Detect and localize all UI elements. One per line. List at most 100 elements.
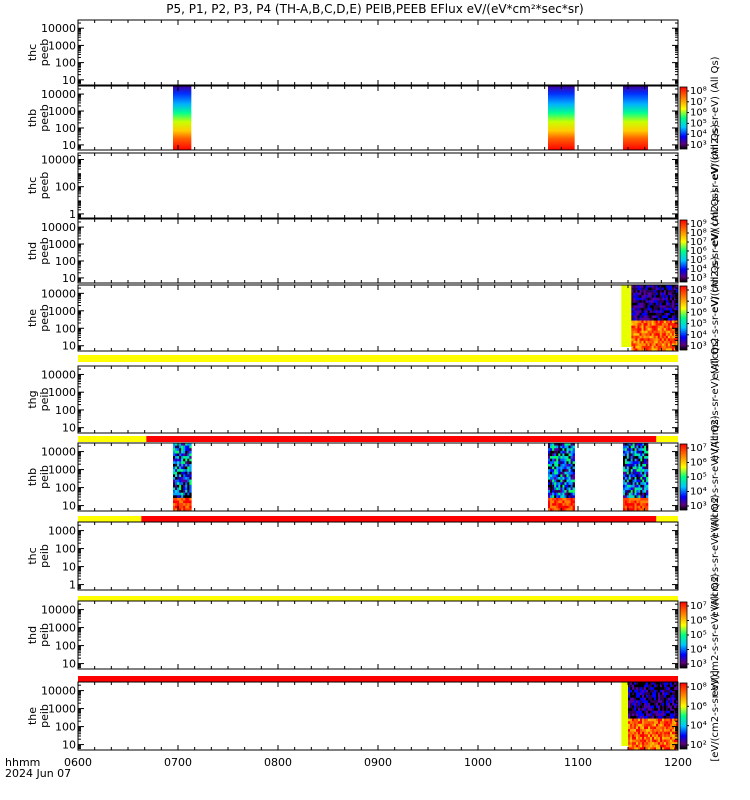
spectrogram-cell xyxy=(564,466,567,470)
spectrogram-cell xyxy=(552,492,555,496)
spectrogram-cell xyxy=(658,731,661,735)
spectrogram-cell xyxy=(656,697,659,701)
spectrogram-cell xyxy=(645,338,648,342)
spectrogram-cell xyxy=(636,742,639,746)
spectrogram-cell xyxy=(643,328,646,331)
y-label-line: peib xyxy=(38,388,51,412)
spectrogram-cell xyxy=(570,450,573,454)
spectrogram-cell xyxy=(651,338,654,342)
spectrogram-cell xyxy=(664,736,667,740)
spectrogram-cell xyxy=(642,702,645,706)
colorbar-label: eV/(cm2-s-sr-eV) (All Qs) xyxy=(710,494,721,617)
spectrogram-cell xyxy=(656,705,659,709)
spectrogram-cell xyxy=(631,292,634,296)
spectrogram-cell xyxy=(655,310,659,314)
smooth-block xyxy=(173,86,192,150)
spectrogram-cell xyxy=(550,487,553,491)
spectrogram-cell xyxy=(676,695,679,698)
spectrogram-cell xyxy=(639,312,642,316)
spectrogram-cell xyxy=(570,456,573,459)
panel-frame xyxy=(77,681,679,751)
spectrogram-cell xyxy=(637,290,640,293)
spectrogram-cell xyxy=(644,474,647,478)
spectrogram-cell xyxy=(179,445,182,449)
spectrogram-cell xyxy=(628,700,631,704)
spectrogram-cell xyxy=(552,497,555,501)
spectrogram-cell xyxy=(662,684,665,688)
spectrogram-cell xyxy=(187,497,190,501)
spectrogram-cell xyxy=(649,348,652,352)
spectrogram-cell xyxy=(656,682,659,685)
spectrogram-cell xyxy=(674,697,677,701)
spectrogram-cell xyxy=(632,692,635,696)
spectrogram-cell xyxy=(661,318,665,321)
spectrogram-cell xyxy=(674,687,677,691)
spectrogram-cell xyxy=(634,474,637,478)
spectrogram-cell xyxy=(624,490,628,493)
spectrogram-cell xyxy=(177,461,180,465)
spectrogram-cell xyxy=(673,305,677,309)
spectrogram-cell xyxy=(623,443,626,446)
spectrogram-cell xyxy=(189,456,192,459)
spectrogram-cell xyxy=(640,458,643,462)
colorbar-tick-label: 10⁸ xyxy=(690,86,707,97)
spectrogram-cell xyxy=(189,461,192,465)
spectrogram-cell xyxy=(628,445,631,449)
spectrogram-cell xyxy=(661,325,665,329)
spectrogram-cell xyxy=(668,747,671,751)
y-tick-label: 100 xyxy=(55,543,76,556)
spectrogram-cell xyxy=(179,448,182,452)
spectrogram-cell xyxy=(642,716,645,719)
spectrogram-cell xyxy=(650,713,653,717)
spectrogram-cell xyxy=(636,739,639,743)
spectrogram-cell xyxy=(664,692,667,696)
spectrogram-cell xyxy=(671,320,675,324)
spectrogram-cell xyxy=(654,736,657,740)
spectrogram-cell xyxy=(658,705,661,709)
spectrogram-cell xyxy=(181,505,184,509)
spectrogram-cell xyxy=(640,747,643,751)
spectrogram-cell xyxy=(655,295,659,298)
spectrogram-cell xyxy=(642,742,645,746)
spectrogram-cell xyxy=(642,723,645,727)
spectrogram-cell xyxy=(632,479,635,483)
spectrogram-cell xyxy=(628,466,631,470)
spectrogram-cell xyxy=(624,450,628,454)
spectrogram-cell xyxy=(642,734,645,738)
spectrogram-cell xyxy=(670,716,673,719)
spectrogram-cell xyxy=(647,320,650,324)
spectrogram-cell xyxy=(633,302,636,306)
spectrogram-cell xyxy=(638,448,641,452)
spectrogram-cell xyxy=(642,484,645,488)
y-label-line: thc xyxy=(26,177,39,194)
spectrogram-cell xyxy=(634,453,637,457)
spectrogram-cell xyxy=(628,495,631,499)
x-tick-label: 1200 xyxy=(664,756,692,769)
spectrogram-cell xyxy=(570,482,573,486)
spectrogram-cell xyxy=(624,456,628,459)
spectrogram-cell xyxy=(639,320,642,324)
spectrogram-cell xyxy=(664,705,667,709)
spectrogram-cell xyxy=(670,705,673,709)
spectrogram-cell xyxy=(630,734,633,738)
panel-frame xyxy=(77,442,679,512)
spectrogram-cell xyxy=(643,302,646,306)
spectrogram-cell xyxy=(628,505,631,509)
spectrogram-cell xyxy=(650,710,653,714)
spectrogram-cell xyxy=(637,285,640,288)
spectrogram-cell xyxy=(639,325,642,329)
spectrogram-cell xyxy=(631,305,634,309)
spectrogram-cell xyxy=(667,292,671,296)
spectrogram-cell xyxy=(558,497,561,501)
spectrogram-cell xyxy=(624,477,628,480)
spectrogram-cell xyxy=(177,500,180,504)
spectrogram-cell xyxy=(175,466,178,470)
spectrogram-cell xyxy=(665,330,669,334)
spectrogram-cell xyxy=(175,456,178,459)
spectrogram-cell xyxy=(647,330,650,334)
spectrogram-cell xyxy=(631,323,634,326)
spectrogram-cell xyxy=(550,497,553,501)
spectrogram-cell xyxy=(654,682,657,685)
spectrogram-cell xyxy=(628,702,631,706)
spectrogram-cell xyxy=(653,320,656,324)
